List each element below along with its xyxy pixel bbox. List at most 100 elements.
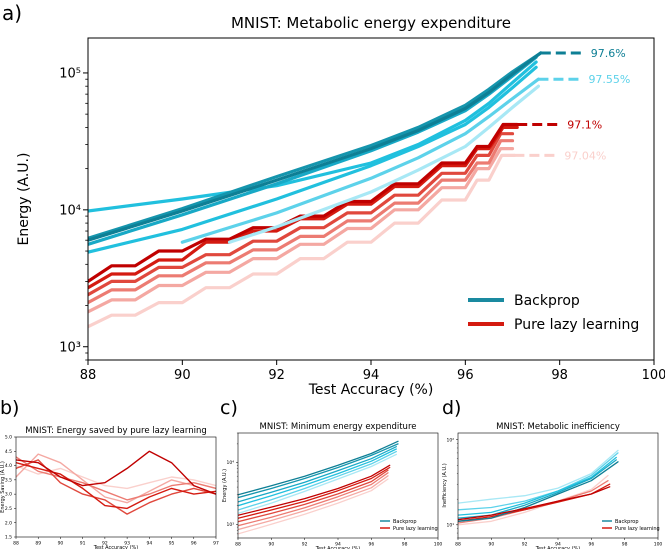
x-tick-label: 92 (302, 542, 308, 548)
y-tick-label: 2.5 (5, 506, 12, 512)
chart-a-energy-expenditure: MNIST: Metabolic energy expenditure 88 90 9… (16, 14, 665, 398)
x-tick-label: 96 (588, 542, 594, 548)
chart-d-metabolic-inefficiency: MNIST: Metabolic inefficiency 88 90 92 94 96 9… (442, 422, 662, 549)
series-line-lazy-5 (88, 153, 516, 329)
x-tick-label: 92 (102, 541, 108, 547)
x-tick-label: 94 (146, 541, 152, 547)
panel-label-b: b) (0, 397, 19, 419)
annotation-label: 97.6% (591, 47, 626, 60)
x-tick-label: 88 (235, 542, 241, 548)
y-tick-label: 10³ (226, 522, 234, 528)
chart-a-ylabel: Energy (A.U.) (16, 153, 32, 246)
series-line-lazy-4 (16, 453, 216, 504)
legend-label: Pure lazy learning (615, 526, 660, 532)
series-line-lazy-2 (88, 132, 515, 297)
series-line-lazy-2 (238, 469, 389, 523)
y-tick-label: 10⁵ (59, 66, 81, 81)
legend-label: Pure lazy learning (514, 317, 639, 333)
x-tick-label: 90 (268, 542, 274, 548)
x-tick-label: 100 (434, 542, 443, 548)
series-line-backprop-4 (180, 77, 540, 244)
chart-b-series (16, 450, 216, 515)
x-tick-label: 98 (402, 542, 408, 548)
chart-b-energy-saved: MNIST: Energy saved by pure lazy learnin… (0, 426, 219, 549)
x-tick-label: 88 (13, 541, 19, 547)
series-line-lazy-0 (238, 464, 391, 516)
panel-label-c: c) (220, 397, 238, 419)
chart-b-xlabel: Test Accuracy (%) (93, 545, 139, 549)
x-tick-label: 98 (622, 542, 628, 548)
x-tick-label: 90 (488, 542, 494, 548)
panel-label-a: a) (2, 1, 22, 25)
y-tick-label: 1.5 (5, 535, 12, 541)
chart-c-ylabel: Energy (A.U.) (222, 469, 228, 502)
series-line-lazy-4 (238, 475, 389, 531)
x-tick-label: 96 (368, 542, 374, 548)
annotation-label: 97.04% (564, 149, 606, 162)
series-line-backprop-5 (458, 449, 619, 504)
panel-label-d: d) (442, 397, 461, 419)
x-tick-label: 90 (174, 368, 191, 383)
y-tick-label: 2.0 (5, 520, 12, 526)
x-tick-label: 91 (80, 541, 86, 547)
series-line-lazy-0 (16, 450, 216, 495)
chart-c-minimum-energy: MNIST: Minimum energy expenditure 88 90 92 9… (222, 422, 442, 549)
series-line-backprop-4 (238, 450, 397, 511)
x-tick-label: 88 (455, 542, 461, 548)
x-tick-label: 98 (551, 368, 568, 383)
chart-d-title: MNIST: Metabolic inefficiency (496, 422, 620, 432)
series-line-backprop-5 (227, 84, 540, 244)
series-line-backprop-5 (238, 453, 397, 515)
x-tick-label: 88 (80, 368, 97, 383)
x-tick-label: 96 (457, 368, 474, 383)
annotation-label: 97.1% (567, 119, 602, 132)
x-tick-label: 93 (124, 541, 130, 547)
series-line-backprop-1 (238, 443, 399, 499)
series-line-lazy-1 (238, 466, 391, 519)
series-line-backprop-4 (458, 452, 619, 511)
series-line-lazy-1 (16, 462, 216, 510)
chart-c-title: MNIST: Minimum energy expenditure (260, 422, 417, 432)
series-line-lazy-3 (238, 472, 389, 527)
y-tick-label: 10¹ (446, 522, 454, 528)
chart-d-xlabel: Test Accuracy (%) (535, 546, 581, 549)
chart-c-xlabel: Test Accuracy (%) (315, 546, 361, 549)
series-line-backprop-2 (238, 446, 397, 503)
series-line-backprop-0 (88, 51, 543, 242)
y-tick-label: 3.5 (5, 477, 12, 483)
series-line-backprop-3 (88, 65, 538, 254)
chart-b-ylabel: Energy Saving (A.U.) (0, 461, 6, 513)
y-tick-label: 5.0 (5, 435, 12, 441)
series-line-backprop-3 (238, 448, 397, 507)
chart-d-ylabel: Inefficiency (A.U.) (442, 463, 448, 507)
legend-label: Pure lazy learning (393, 526, 438, 532)
x-tick-label: 94 (335, 542, 341, 548)
series-line-backprop-1 (88, 51, 543, 240)
series-line-lazy-5 (458, 474, 609, 526)
x-tick-label: 92 (522, 542, 528, 548)
x-tick-label: 94 (363, 368, 380, 383)
chart-a-title: MNIST: Metabolic energy expenditure (231, 14, 511, 32)
chart-a-legend: Backprop Pure lazy learning (468, 293, 639, 333)
legend-label: Backprop (514, 293, 580, 309)
chart-d-series (458, 449, 619, 526)
chart-c-series (238, 440, 399, 535)
series-line-backprop-3 (458, 456, 617, 516)
x-tick-label: 90 (58, 541, 64, 547)
series-line-lazy-0 (88, 122, 519, 283)
series-line-lazy-4 (88, 147, 515, 314)
chart-b-frame (15, 436, 217, 538)
x-tick-label: 92 (268, 368, 285, 383)
annotation-label: 97.55% (588, 73, 630, 86)
x-tick-label: 100 (654, 542, 663, 548)
chart-a-series (88, 51, 543, 329)
y-tick-label: 10⁴ (226, 460, 234, 466)
x-tick-label: 89 (35, 541, 41, 547)
y-tick-label: 4.5 (5, 449, 12, 455)
series-line-backprop-0 (458, 461, 619, 522)
y-tick-label: 10³ (59, 340, 81, 355)
series-line-lazy-3 (88, 139, 515, 305)
